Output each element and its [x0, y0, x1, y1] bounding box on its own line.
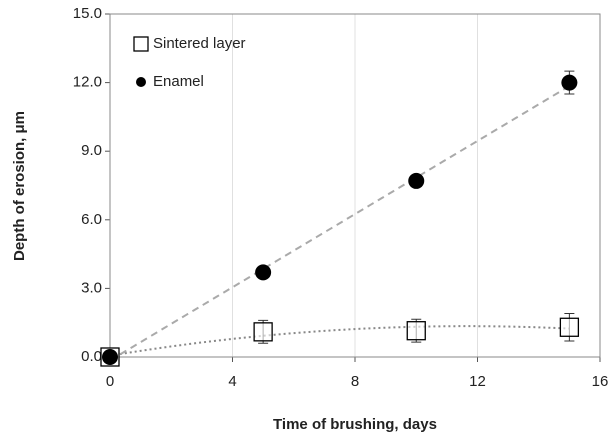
trend-line: [109, 325, 570, 357]
marker: [406, 321, 426, 341]
plot-frame: [109, 13, 601, 358]
marker: [561, 74, 578, 91]
y-tick-label: 15.0: [73, 5, 102, 22]
marker: [408, 172, 425, 189]
y-axis-title: Depth of erosion, μm: [11, 111, 28, 261]
marker: [102, 349, 118, 365]
x-tick-label: 12: [469, 373, 486, 390]
marker: [253, 322, 273, 342]
y-tick-label: 12.0: [73, 74, 102, 91]
trend-line: [109, 85, 570, 362]
legend-label: Sintered layer: [153, 35, 246, 52]
x-tick-label: 4: [228, 373, 236, 390]
legend-marker: [136, 77, 146, 87]
y-tick-label: 6.0: [81, 211, 102, 228]
marker: [255, 264, 272, 281]
x-tick-label: 0: [106, 373, 114, 390]
x-tick-label: 8: [351, 373, 359, 390]
legend-label: Enamel: [153, 73, 204, 90]
legend-marker: [133, 36, 149, 52]
y-tick-label: 9.0: [81, 142, 102, 159]
x-axis-title: Time of brushing, days: [273, 416, 437, 433]
x-tick-label: 16: [592, 373, 609, 390]
y-tick-label: 0.0: [81, 348, 102, 365]
y-tick-label: 3.0: [81, 279, 102, 296]
marker: [559, 317, 580, 337]
